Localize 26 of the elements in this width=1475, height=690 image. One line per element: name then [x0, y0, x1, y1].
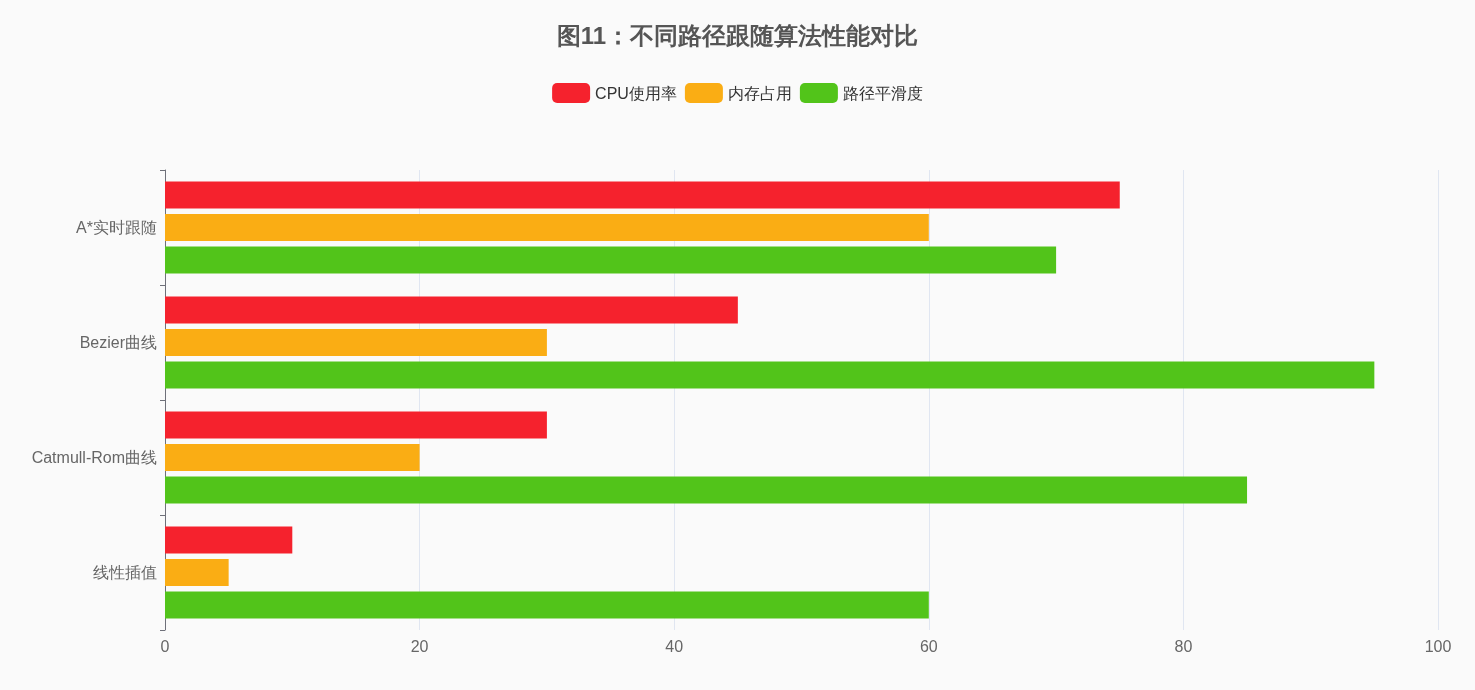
bar [165, 443, 420, 472]
bar [165, 328, 547, 357]
y-tick-label: 线性插值 [93, 564, 157, 581]
x-tick-label: 100 [1424, 637, 1452, 655]
x-tick-label: 80 [1174, 637, 1193, 655]
bar [165, 361, 1375, 389]
x-tick-label: 40 [665, 637, 684, 655]
x-tick-label: 60 [919, 637, 938, 655]
bar [165, 246, 1057, 274]
bar [165, 181, 1120, 209]
x-tick-label: 20 [410, 637, 429, 655]
y-tick-label: A*实时跟随 [76, 219, 157, 236]
bar [165, 558, 229, 587]
legend-label: 内存占用 [727, 84, 792, 102]
bar [165, 591, 929, 619]
bar [165, 213, 929, 242]
chart-title: 图11：不同路径跟随算法性能对比 [556, 21, 919, 49]
bar [165, 476, 1248, 504]
x-tick-label: 0 [160, 637, 170, 655]
y-tick-label: Bezier曲线 [79, 334, 157, 351]
y-tick-label: Catmull-Rom曲线 [31, 449, 157, 466]
bar [165, 296, 738, 324]
legend-label: 路径平滑度 [842, 84, 923, 102]
bar [165, 411, 547, 439]
legend-label: CPU使用率 [595, 84, 677, 102]
bar [165, 526, 293, 554]
